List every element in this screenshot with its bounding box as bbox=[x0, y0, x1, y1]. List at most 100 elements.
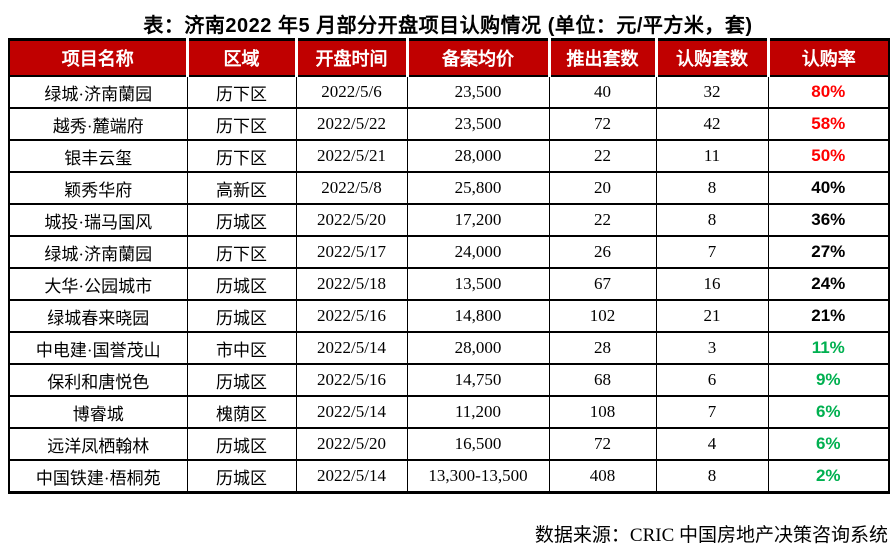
table-header-row: 项目名称 区域 开盘时间 备案均价 推出套数 认购套数 认购率 bbox=[9, 39, 889, 77]
table-row: 银丰云玺 历下区 2022/5/21 28,000 22 11 50% bbox=[8, 139, 890, 173]
cell-opening-date: 2022/5/22 bbox=[295, 107, 408, 141]
page-title: 表：济南2022 年5 月部分开盘项目认购情况 (单位：元/平方米，套) bbox=[143, 15, 753, 37]
cell-average-price: 14,800 bbox=[406, 299, 550, 333]
cell-subscription-rate: 36% bbox=[767, 203, 890, 237]
cell-average-price: 16,500 bbox=[406, 427, 550, 461]
cell-district: 历城区 bbox=[186, 267, 297, 301]
cell-subscription-rate: 9% bbox=[767, 363, 890, 397]
cell-subscription-rate: 21% bbox=[767, 299, 890, 333]
cell-district: 历城区 bbox=[186, 427, 297, 461]
cell-average-price: 11,200 bbox=[406, 395, 550, 429]
cell-subscription-rate: 24% bbox=[767, 267, 890, 301]
cell-opening-date: 2022/5/16 bbox=[295, 299, 408, 333]
cell-units-offered: 40 bbox=[548, 75, 657, 109]
cell-district: 历下区 bbox=[186, 75, 297, 109]
cell-project-name: 绿城春来晓园 bbox=[8, 299, 188, 333]
cell-district: 高新区 bbox=[186, 171, 297, 205]
cell-units-offered: 22 bbox=[548, 203, 657, 237]
cell-subscription-rate: 50% bbox=[767, 139, 890, 173]
cell-average-price: 23,500 bbox=[406, 107, 550, 141]
cell-project-name: 银丰云玺 bbox=[8, 139, 188, 173]
cell-project-name: 绿城·济南蘭园 bbox=[8, 235, 188, 269]
cell-units-subscribed: 4 bbox=[655, 427, 769, 461]
data-source-note: 数据来源：CRIC 中国房地产决策咨询系统 bbox=[534, 525, 888, 546]
header-subscription-rate: 认购率 bbox=[766, 39, 889, 77]
cell-opening-date: 2022/5/20 bbox=[295, 203, 408, 237]
cell-average-price: 28,000 bbox=[406, 139, 550, 173]
cell-units-offered: 108 bbox=[548, 395, 657, 429]
cell-units-subscribed: 6 bbox=[655, 363, 769, 397]
table-row: 远洋凤栖翰林 历城区 2022/5/20 16,500 72 4 6% bbox=[8, 427, 890, 461]
cell-average-price: 13,300-13,500 bbox=[406, 459, 550, 494]
cell-units-offered: 408 bbox=[548, 459, 657, 494]
header-opening-date: 开盘时间 bbox=[294, 39, 409, 77]
cell-opening-date: 2022/5/16 bbox=[295, 363, 408, 397]
cell-units-subscribed: 3 bbox=[655, 331, 769, 365]
cell-units-subscribed: 11 bbox=[655, 139, 769, 173]
cell-average-price: 25,800 bbox=[406, 171, 550, 205]
cell-units-subscribed: 16 bbox=[655, 267, 769, 301]
cell-opening-date: 2022/5/14 bbox=[295, 459, 408, 494]
cell-units-subscribed: 8 bbox=[655, 459, 769, 494]
cell-subscription-rate: 80% bbox=[767, 75, 890, 109]
cell-opening-date: 2022/5/6 bbox=[295, 75, 408, 109]
cell-units-offered: 22 bbox=[548, 139, 657, 173]
cell-units-offered: 26 bbox=[548, 235, 657, 269]
cell-district: 历下区 bbox=[186, 235, 297, 269]
cell-project-name: 越秀·麓端府 bbox=[8, 107, 188, 141]
cell-opening-date: 2022/5/20 bbox=[295, 427, 408, 461]
cell-project-name: 大华·公园城市 bbox=[8, 267, 188, 301]
cell-units-offered: 67 bbox=[548, 267, 657, 301]
table-row: 城投·瑞马国风 历城区 2022/5/20 17,200 22 8 36% bbox=[8, 203, 890, 237]
cell-project-name: 博睿城 bbox=[8, 395, 188, 429]
cell-subscription-rate: 27% bbox=[767, 235, 890, 269]
table-row: 博睿城 槐荫区 2022/5/14 11,200 108 7 6% bbox=[8, 395, 890, 429]
cell-opening-date: 2022/5/18 bbox=[295, 267, 408, 301]
cell-units-subscribed: 42 bbox=[655, 107, 769, 141]
cell-average-price: 14,750 bbox=[406, 363, 550, 397]
cell-district: 历城区 bbox=[186, 363, 297, 397]
table-row: 保利和唐悦色 历城区 2022/5/16 14,750 68 6 9% bbox=[8, 363, 890, 397]
cell-project-name: 中国铁建·梧桐苑 bbox=[8, 459, 188, 494]
subscription-table: 项目名称 区域 开盘时间 备案均价 推出套数 认购套数 认购率 绿城·济南蘭园 … bbox=[8, 38, 890, 494]
cell-district: 历下区 bbox=[186, 139, 297, 173]
cell-units-offered: 20 bbox=[548, 171, 657, 205]
cell-project-name: 保利和唐悦色 bbox=[8, 363, 188, 397]
cell-average-price: 13,500 bbox=[406, 267, 550, 301]
table-row: 越秀·麓端府 历下区 2022/5/22 23,500 72 42 58% bbox=[8, 107, 890, 141]
cell-district: 市中区 bbox=[186, 331, 297, 365]
cell-opening-date: 2022/5/14 bbox=[295, 331, 408, 365]
table-row: 颖秀华府 高新区 2022/5/8 25,800 20 8 40% bbox=[8, 171, 890, 205]
cell-average-price: 17,200 bbox=[406, 203, 550, 237]
table-row: 中电建·国誉茂山 市中区 2022/5/14 28,000 28 3 11% bbox=[8, 331, 890, 365]
cell-average-price: 28,000 bbox=[406, 331, 550, 365]
table-row: 绿城春来晓园 历城区 2022/5/16 14,800 102 21 21% bbox=[8, 299, 890, 333]
cell-project-name: 远洋凤栖翰林 bbox=[8, 427, 188, 461]
header-district: 区域 bbox=[185, 39, 298, 77]
cell-opening-date: 2022/5/14 bbox=[295, 395, 408, 429]
table-row: 绿城·济南蘭园 历下区 2022/5/17 24,000 26 7 27% bbox=[8, 235, 890, 269]
cell-units-subscribed: 7 bbox=[655, 235, 769, 269]
cell-units-subscribed: 7 bbox=[655, 395, 769, 429]
header-units-offered: 推出套数 bbox=[547, 39, 658, 77]
cell-subscription-rate: 11% bbox=[767, 331, 890, 365]
cell-units-subscribed: 8 bbox=[655, 171, 769, 205]
cell-units-offered: 68 bbox=[548, 363, 657, 397]
cell-district: 槐荫区 bbox=[186, 395, 297, 429]
cell-project-name: 绿城·济南蘭园 bbox=[8, 75, 188, 109]
cell-units-offered: 72 bbox=[548, 107, 657, 141]
cell-units-offered: 72 bbox=[548, 427, 657, 461]
cell-project-name: 城投·瑞马国风 bbox=[8, 203, 188, 237]
cell-units-subscribed: 21 bbox=[655, 299, 769, 333]
header-average-price: 备案均价 bbox=[405, 39, 551, 77]
cell-opening-date: 2022/5/17 bbox=[295, 235, 408, 269]
cell-subscription-rate: 6% bbox=[767, 395, 890, 429]
cell-district: 历城区 bbox=[186, 203, 297, 237]
header-project-name: 项目名称 bbox=[9, 39, 189, 77]
cell-project-name: 中电建·国誉茂山 bbox=[8, 331, 188, 365]
cell-opening-date: 2022/5/8 bbox=[295, 171, 408, 205]
cell-district: 历城区 bbox=[186, 459, 297, 494]
header-units-subscribed: 认购套数 bbox=[654, 39, 770, 77]
cell-subscription-rate: 58% bbox=[767, 107, 890, 141]
cell-subscription-rate: 40% bbox=[767, 171, 890, 205]
